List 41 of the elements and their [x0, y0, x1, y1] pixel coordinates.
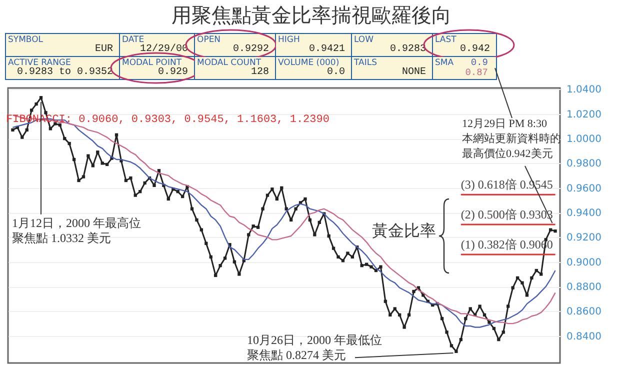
- annotation: 12月29日 PM 8:30本網站更新資料時的最高價位0.942美元: [462, 117, 561, 162]
- text: 128: [250, 67, 270, 78]
- text: 12/29/00: [138, 44, 189, 55]
- text: 0.0: [326, 67, 346, 78]
- text: 0.9292: [232, 44, 270, 55]
- text: SYMBOL: [8, 35, 44, 45]
- annotation: 10月26日，2000 年最低位聚焦點 0.8274 美元: [247, 333, 382, 363]
- text: MODAL POINT: [122, 58, 182, 68]
- y-tick-label: 0.8400: [566, 331, 602, 342]
- text: DATE: [122, 35, 144, 45]
- text: 0.9283 to 0.9352: [16, 67, 114, 78]
- annotation: 1月12日，2000 年最高位聚焦點 1.0332 美元: [12, 216, 141, 246]
- text: 0.9: [470, 57, 489, 68]
- text: MODAL COUNT: [197, 58, 262, 68]
- text: 0.942: [458, 44, 491, 55]
- y-tick-label: 0.9400: [566, 208, 602, 220]
- text: ACTIVE RANGE: [8, 58, 72, 68]
- y-tick-label: 0.9200: [566, 232, 602, 244]
- y-tick-label: 0.8800: [566, 282, 602, 294]
- text: 0.9283: [388, 44, 427, 55]
- text: LAST: [435, 35, 458, 45]
- text: NONE: [400, 67, 427, 78]
- y-tick-label: 0.9600: [566, 183, 602, 194]
- text: HIGH: [278, 35, 301, 45]
- y-tick-label: 0.9000: [566, 257, 602, 268]
- text: OPEN: [197, 35, 222, 45]
- text: EUR: [94, 44, 114, 55]
- annotation: 黃金比率: [372, 223, 436, 240]
- text: TAILS: [354, 58, 378, 68]
- text: VOLUME (000): [278, 58, 340, 68]
- text: 0.929: [156, 67, 189, 78]
- text: LOW: [354, 35, 375, 45]
- text: 0.9421: [308, 44, 346, 55]
- y-tick-label: 1.0200: [566, 109, 602, 120]
- text: 0.87: [465, 67, 489, 78]
- y-tick-label: 1.0000: [566, 134, 602, 146]
- text: SMA: [435, 58, 454, 70]
- chart-title: 用聚焦點黃金比率揣視歐羅後向: [170, 4, 452, 29]
- y-tick-label: 0.8600: [566, 306, 602, 318]
- y-tick-label: 1.0400: [566, 84, 602, 96]
- y-tick-label: 0.9800: [566, 158, 602, 170]
